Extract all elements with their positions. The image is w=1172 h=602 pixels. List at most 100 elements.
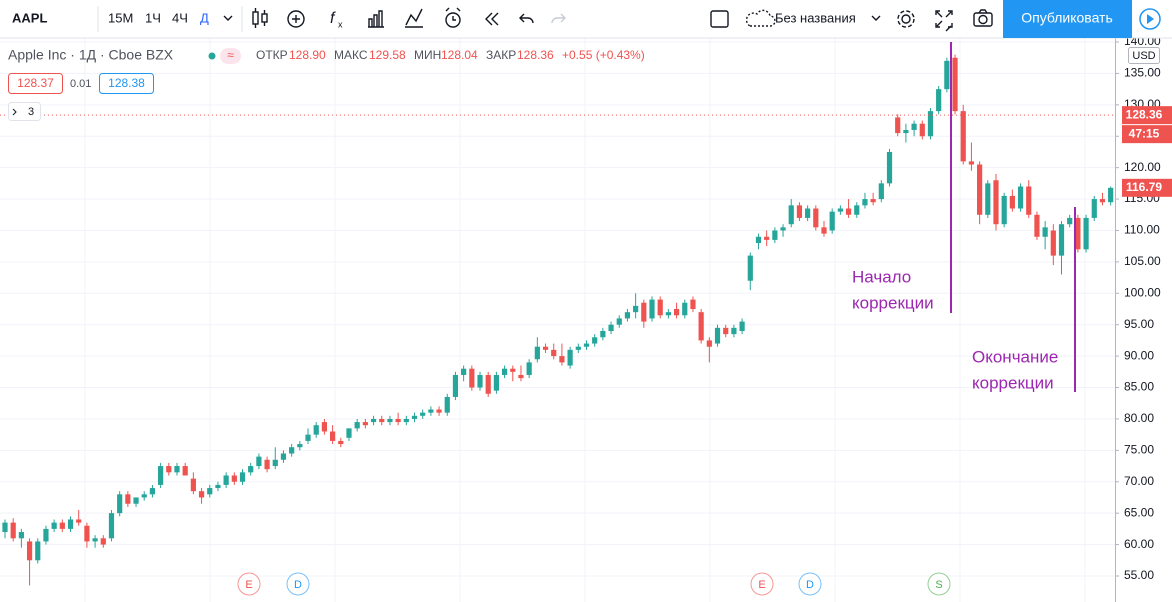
event-marker[interactable]: [798, 572, 822, 596]
candle-body: [796, 205, 803, 218]
interval[interactable]: 1Ч: [145, 10, 161, 25]
candle-body: [886, 151, 893, 184]
event-label: D: [294, 579, 302, 591]
candle-body: [305, 434, 311, 441]
play-icon: [1147, 14, 1154, 24]
candle-body: [870, 199, 876, 203]
compare[interactable]: [287, 10, 305, 28]
candle-body: [10, 522, 16, 539]
y-tick-label: 75.00: [1124, 443, 1154, 457]
layout[interactable]: [710, 10, 729, 28]
candle-body: [657, 299, 663, 316]
candle-body: [944, 60, 950, 90]
candle-body: [59, 522, 65, 529]
candle-body: [633, 305, 639, 313]
candle-body: [485, 374, 491, 394]
redo[interactable]: [551, 13, 566, 24]
interval[interactable]: 4Ч: [172, 10, 188, 25]
interval[interactable]: Д: [200, 10, 209, 25]
annotation-text: Окончание: [972, 347, 1058, 366]
candle-body: [461, 368, 467, 375]
candle-body: [878, 183, 884, 200]
y-tick-label: 60.00: [1124, 537, 1154, 551]
alerts[interactable]: [405, 8, 423, 28]
candle-body: [927, 111, 934, 137]
event-marker[interactable]: [237, 572, 261, 596]
replay[interactable]: [485, 12, 499, 26]
candle-body: [583, 343, 590, 347]
templates[interactable]: [368, 10, 384, 28]
candle-body: [207, 488, 213, 495]
candle-body: [1050, 230, 1056, 256]
price-line-label: 128.36: [1126, 107, 1163, 121]
candle-body: [1067, 217, 1073, 225]
settings[interactable]: [897, 10, 915, 28]
candle-body: [43, 528, 49, 542]
layout-name[interactable]: Без названия: [775, 10, 856, 25]
candle-body: [493, 374, 499, 391]
bid-box[interactable]: [8, 73, 63, 94]
ask-box[interactable]: [99, 73, 154, 94]
candle-body: [166, 466, 172, 473]
y-tick-label: 110.00: [1124, 223, 1160, 237]
candle-body: [936, 89, 942, 112]
candle-body: [215, 484, 221, 489]
alert[interactable]: [445, 7, 461, 28]
candle-body: [2, 522, 8, 533]
indicator-toggle[interactable]: [8, 102, 41, 121]
candle-body: [682, 302, 688, 316]
candle-body: [92, 538, 98, 542]
candle-body: [845, 208, 852, 215]
candle-body: [608, 324, 614, 331]
candle-body: [100, 538, 106, 545]
y-tick-label: 105.00: [1124, 254, 1161, 268]
y-tick-label: 95.00: [1124, 317, 1154, 331]
instrument: Apple Inc · 1Д · Cboe BZX: [8, 47, 174, 63]
layout-menu[interactable]: [871, 15, 881, 21]
countdown-bg: [1122, 125, 1172, 144]
last-price-label: 116.79: [1126, 180, 1162, 194]
candle-body: [739, 321, 745, 331]
candle-body: [452, 374, 459, 397]
event-marker[interactable]: [750, 572, 774, 596]
fullscreen[interactable]: [935, 10, 953, 32]
event-marker[interactable]: [286, 572, 310, 596]
chart-type[interactable]: [252, 8, 268, 28]
annotation-text: Начало: [852, 267, 911, 286]
snapshot[interactable]: [973, 9, 993, 27]
legend-label: ОТКР: [256, 48, 288, 62]
candle-body: [403, 418, 409, 423]
indicators[interactable]: f: [330, 10, 336, 27]
candle-body: [854, 205, 860, 215]
interval[interactable]: 15М: [108, 10, 133, 25]
candle-body: [895, 117, 901, 134]
candle-body: [395, 418, 401, 423]
legend-value: 128.36: [517, 48, 554, 62]
indicator-count: 3: [28, 106, 34, 118]
interval-menu[interactable]: [223, 15, 233, 21]
candle-body: [289, 447, 295, 454]
candle-body: [67, 519, 74, 529]
candle-body: [993, 180, 999, 225]
symbol[interactable]: AAPL: [12, 10, 47, 25]
candle-body: [223, 475, 229, 485]
candle-body: [559, 356, 565, 363]
legend-value: 128.04: [441, 48, 478, 62]
candle-body: [698, 312, 704, 341]
candle-body: [542, 346, 549, 350]
candle-body: [1058, 224, 1065, 256]
candle-body: [272, 459, 278, 467]
candle-body: [567, 349, 573, 366]
candle-body: [1034, 214, 1040, 237]
candle-body: [420, 412, 426, 416]
event-label: D: [806, 579, 814, 591]
candle-body: [805, 208, 811, 218]
publish-button[interactable]: [1003, 0, 1132, 38]
undo[interactable]: [519, 13, 534, 24]
candle-body: [362, 422, 368, 426]
candle-body: [624, 312, 631, 319]
event-marker[interactable]: [927, 572, 951, 596]
candle-body: [1017, 186, 1024, 209]
play-button[interactable]: [1139, 8, 1161, 30]
candle-body: [387, 418, 393, 423]
